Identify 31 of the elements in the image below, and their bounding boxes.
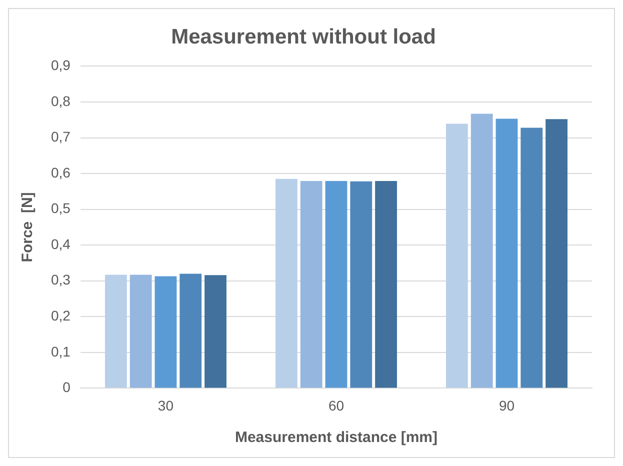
bar	[275, 178, 298, 388]
x-tick-label: 60	[328, 397, 344, 414]
bar	[546, 119, 568, 388]
y-tick-label: 0,8	[50, 92, 71, 109]
bar	[446, 124, 468, 388]
bar	[300, 181, 322, 388]
chart-title: Measurement without load	[171, 25, 436, 48]
bar	[130, 274, 152, 388]
y-tick-label: 0,2	[50, 308, 71, 324]
bar	[104, 274, 127, 388]
y-tick-label: 0,7	[50, 128, 71, 145]
bar	[204, 275, 226, 388]
y-tick-label: 0,3	[50, 272, 71, 288]
y-tick-label: 0	[62, 379, 71, 396]
x-tick-label: 90	[498, 397, 515, 414]
bar	[375, 181, 397, 388]
bar	[325, 181, 348, 388]
y-tick-label: 0,4	[50, 236, 71, 252]
y-tick-label: 0,9	[50, 57, 71, 74]
x-axis-title: Measurement distance [mm]	[234, 429, 438, 446]
y-tick-label: 0,6	[50, 164, 71, 180]
bar	[470, 114, 493, 388]
x-tick-label: 30	[158, 397, 174, 414]
bar	[520, 128, 543, 388]
y-tick-label: 0,5	[50, 200, 71, 216]
y-axis-title: Force [N]	[19, 192, 36, 262]
y-tick-label: 0,1	[50, 343, 71, 360]
bar	[154, 276, 177, 388]
bar	[350, 181, 372, 388]
bar	[496, 118, 518, 388]
bar	[180, 274, 202, 388]
